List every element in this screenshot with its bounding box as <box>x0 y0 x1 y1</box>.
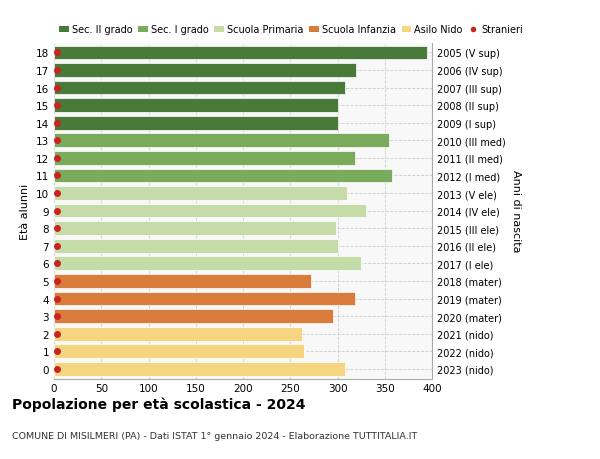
Bar <box>54 327 302 341</box>
Bar <box>54 187 347 201</box>
Bar <box>54 362 345 376</box>
Bar <box>54 274 311 288</box>
Bar <box>54 345 304 358</box>
Bar <box>54 169 392 183</box>
Bar <box>54 134 389 148</box>
Bar <box>54 204 366 218</box>
Bar <box>54 151 355 165</box>
Bar <box>54 82 345 95</box>
Legend: Sec. II grado, Sec. I grado, Scuola Primaria, Scuola Infanzia, Asilo Nido, Stran: Sec. II grado, Sec. I grado, Scuola Prim… <box>59 25 523 35</box>
Y-axis label: Anni di nascita: Anni di nascita <box>511 170 521 252</box>
Text: Popolazione per età scolastica - 2024: Popolazione per età scolastica - 2024 <box>12 397 305 412</box>
Text: COMUNE DI MISILMERI (PA) - Dati ISTAT 1° gennaio 2024 - Elaborazione TUTTITALIA.: COMUNE DI MISILMERI (PA) - Dati ISTAT 1°… <box>12 431 417 441</box>
Y-axis label: Età alunni: Età alunni <box>20 183 31 239</box>
Bar <box>54 99 337 113</box>
Bar <box>54 64 356 78</box>
Bar <box>54 46 427 60</box>
Bar <box>54 309 333 323</box>
Bar <box>54 117 337 130</box>
Bar <box>54 292 355 306</box>
Bar <box>54 257 361 271</box>
Bar <box>54 222 335 235</box>
Bar <box>54 240 337 253</box>
